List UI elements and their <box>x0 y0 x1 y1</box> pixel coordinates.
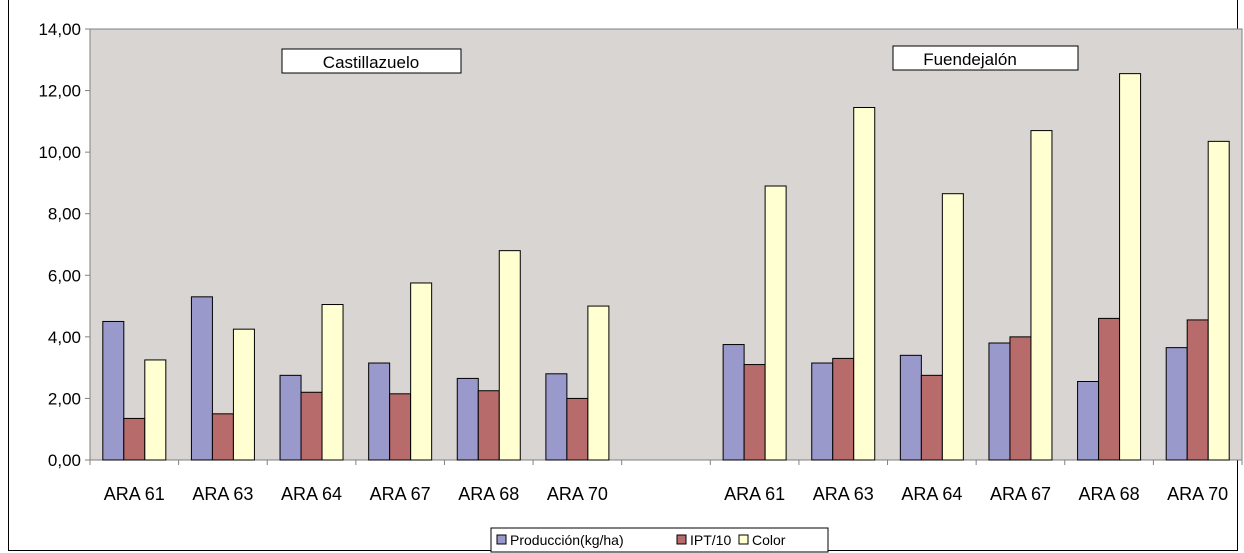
bar <box>743 364 766 461</box>
bar <box>1165 347 1188 461</box>
x-tick-label: ARA 64 <box>281 484 342 504</box>
legend-label: IPT/10 <box>690 532 731 548</box>
y-tick-label: 6,00 <box>48 266 81 285</box>
group-label: Castillazuelo <box>323 53 419 72</box>
bar <box>279 374 302 461</box>
bar <box>321 304 344 461</box>
bar <box>232 328 255 461</box>
x-tick-label: ARA 68 <box>1079 484 1140 504</box>
bar <box>1098 317 1121 461</box>
bar <box>498 250 521 461</box>
bar <box>477 390 500 461</box>
legend-box <box>490 527 829 553</box>
bar <box>1009 336 1032 461</box>
y-tick-label: 12,00 <box>38 82 81 101</box>
group-label-box <box>281 48 462 74</box>
legend-swatch <box>496 534 507 545</box>
bar <box>190 296 213 461</box>
y-tick-label: 10,00 <box>38 143 81 162</box>
legend-label: Color <box>752 532 786 548</box>
bar <box>300 391 323 461</box>
bar <box>123 417 146 461</box>
plot-area <box>89 28 1243 461</box>
bar <box>722 344 745 461</box>
bar <box>988 342 1011 461</box>
bar <box>899 354 922 461</box>
bar <box>211 413 234 461</box>
group-label: Fuendejalón <box>923 50 1017 69</box>
x-tick-label: ARA 61 <box>724 484 785 504</box>
x-tick-label: ARA 67 <box>990 484 1051 504</box>
x-tick-label: ARA 70 <box>1167 484 1228 504</box>
group-labels: Castillazuelo Fuendejalón <box>281 45 1079 74</box>
x-tick-label: ARA 68 <box>458 484 519 504</box>
x-axis: ARA 61 ARA 63 ARA 64 ARA 67 ARA 68 ARA 70 ARA … <box>89 460 1243 504</box>
bar <box>1030 130 1053 461</box>
bar <box>832 357 855 461</box>
bar <box>811 362 834 461</box>
bar <box>1077 380 1100 461</box>
bar <box>566 397 589 461</box>
bar <box>587 305 610 461</box>
group-label-box <box>892 45 1079 71</box>
y-tick-label: 14,00 <box>38 20 81 39</box>
bar <box>368 362 391 461</box>
x-tick-label: ARA 63 <box>813 484 874 504</box>
y-tick-label: 8,00 <box>48 205 81 224</box>
bar <box>1186 319 1209 461</box>
bar <box>920 374 943 461</box>
bar <box>456 377 479 461</box>
bar <box>389 393 412 461</box>
x-tick-label: ARA 63 <box>192 484 253 504</box>
legend-swatch <box>738 534 749 545</box>
y-tick-label: 0,00 <box>48 451 81 470</box>
legend-label: Producción(kg/ha) <box>510 532 624 548</box>
x-tick-label: ARA 67 <box>370 484 431 504</box>
y-tick-label: 2,00 <box>48 389 81 408</box>
y-axis: 0,00 2,00 4,00 6,00 8,00 10,00 12,00 14,00 <box>38 20 90 470</box>
legend-swatch <box>676 534 687 545</box>
x-tick-label: ARA 64 <box>901 484 962 504</box>
bar <box>102 320 125 461</box>
x-tick-label: ARA 70 <box>547 484 608 504</box>
y-tick-label: 4,00 <box>48 328 81 347</box>
x-tick-label: ARA 61 <box>104 484 165 504</box>
bar <box>144 359 167 461</box>
bar <box>545 373 568 461</box>
bar <box>764 185 787 461</box>
bar <box>410 282 433 461</box>
bars <box>102 73 1230 461</box>
bar <box>941 193 964 461</box>
bar <box>1119 73 1142 461</box>
bar <box>853 107 876 461</box>
legend: Producción(kg/ha) IPT/10 Color <box>490 527 829 553</box>
bar <box>1207 140 1230 461</box>
